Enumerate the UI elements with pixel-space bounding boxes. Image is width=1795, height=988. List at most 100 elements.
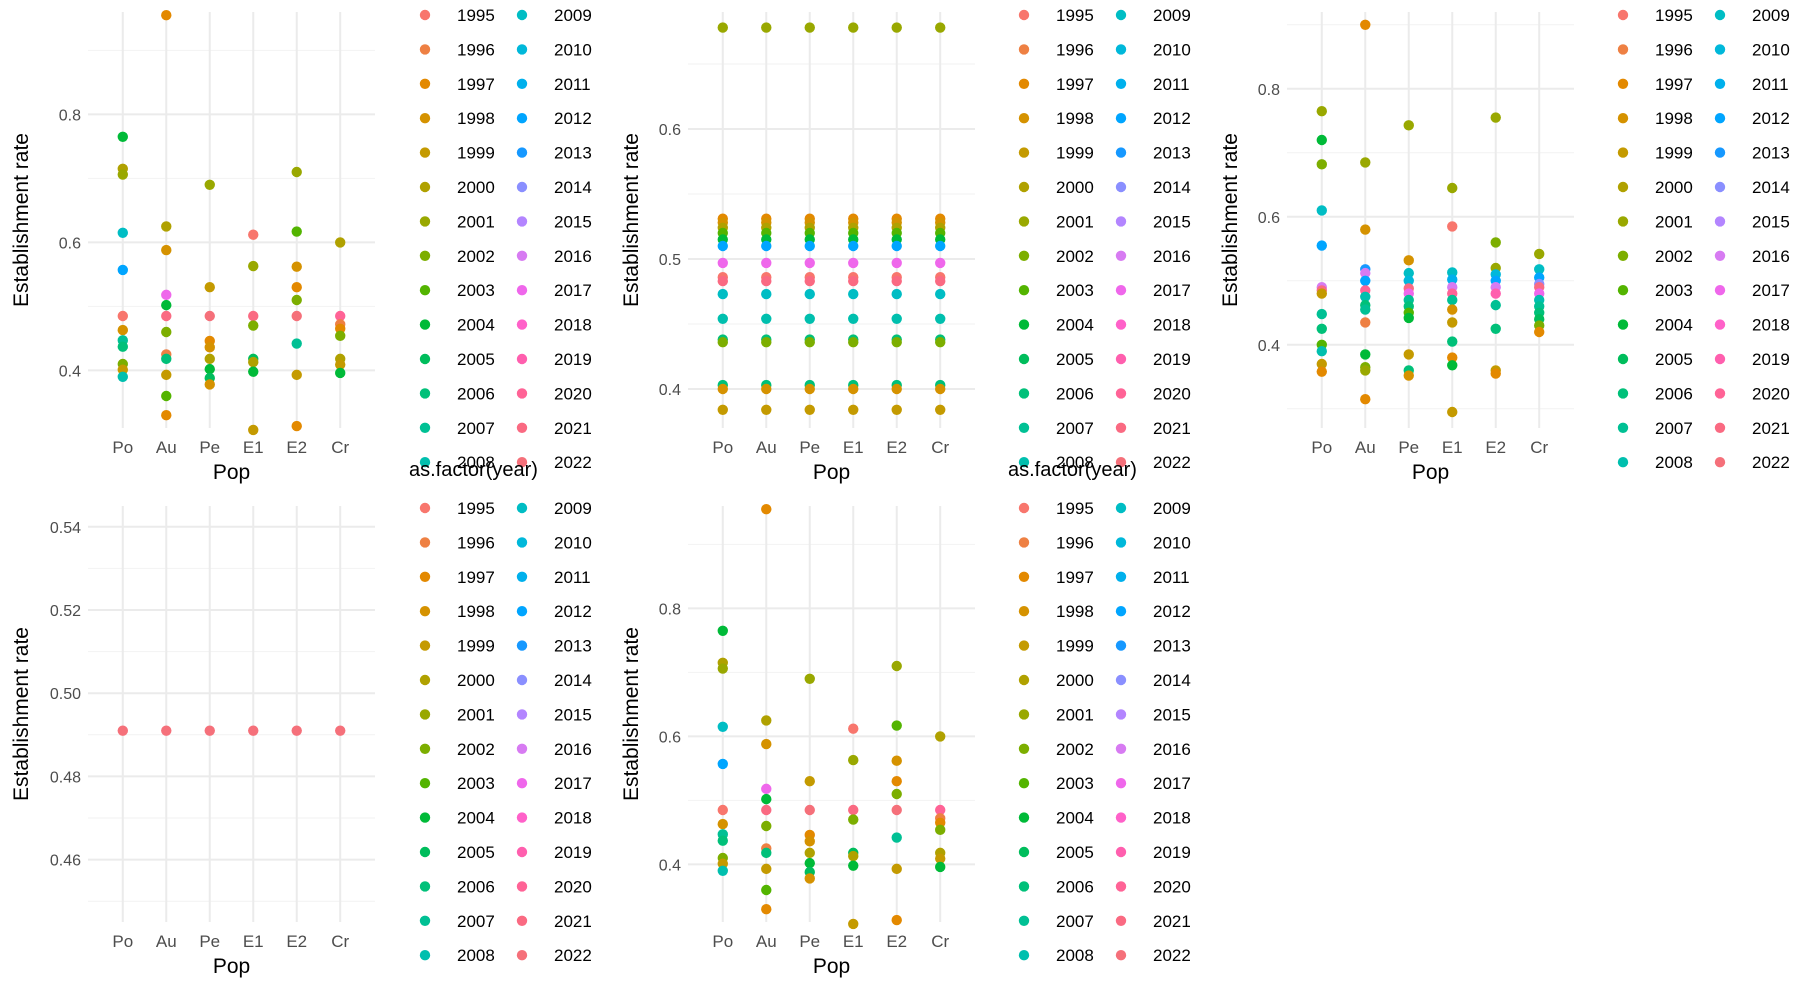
data-point <box>761 313 772 324</box>
legend-key <box>1115 457 1127 468</box>
y-tick-label: 0.8 <box>1258 82 1280 99</box>
y-tick-label: 0.4 <box>1258 338 1280 355</box>
legend-label: 2014 <box>554 671 592 690</box>
legend-key <box>1115 181 1127 193</box>
legend-label: 1995 <box>1655 6 1693 25</box>
legend-label: 2006 <box>457 384 495 403</box>
legend-5: as.factor(year) 1995 1996 1997 1998 1999 2000 2… <box>1008 459 1191 965</box>
data-point <box>935 313 946 324</box>
legend-key <box>1018 606 1030 617</box>
data-point <box>891 660 902 672</box>
legend-label: 1996 <box>1056 533 1094 552</box>
legend-key <box>1018 674 1030 686</box>
legend-label: 2005 <box>1056 350 1094 369</box>
legend-label: 2000 <box>1056 671 1094 690</box>
y-axis-title: Establishment rate <box>620 627 643 801</box>
legend-key <box>1018 285 1030 296</box>
legend-label: 2019 <box>1153 350 1191 369</box>
legend-key <box>419 640 431 651</box>
data-point <box>1316 308 1327 320</box>
legend-label: 2002 <box>1056 740 1094 759</box>
data-point <box>848 240 859 252</box>
data-point <box>1316 358 1327 370</box>
data-point <box>248 366 259 377</box>
data-point <box>1316 240 1327 251</box>
legend-label: 2020 <box>554 877 592 896</box>
data-point <box>1490 112 1501 123</box>
legend-key <box>1115 915 1127 926</box>
legend-key <box>1018 216 1030 227</box>
legend-key <box>1115 743 1127 754</box>
legend-label: 1997 <box>1655 75 1693 94</box>
y-tick-label: 0.4 <box>659 857 681 874</box>
legend-label: 2006 <box>1056 877 1094 896</box>
legend-key <box>419 674 431 686</box>
x-tick-label: E1 <box>843 438 864 457</box>
data-point <box>804 240 815 252</box>
legend-key <box>1115 422 1127 433</box>
data-point <box>891 804 902 816</box>
data-point <box>935 853 946 864</box>
legend-label: 2016 <box>1153 247 1191 266</box>
legend-label: 2007 <box>457 912 495 931</box>
legend-label: 1999 <box>1056 637 1094 656</box>
data-point <box>1403 312 1414 324</box>
data-point <box>1490 299 1501 311</box>
legend-key <box>1617 44 1629 55</box>
legend-key <box>419 743 431 754</box>
legend-key <box>516 502 528 514</box>
legend-label: 2008 <box>1655 453 1693 472</box>
data-point <box>1360 394 1371 405</box>
x-tick-label: Cr <box>931 932 949 951</box>
data-point <box>761 275 772 287</box>
data-point <box>1447 274 1458 285</box>
legend-label: 2013 <box>554 637 592 656</box>
legend-label: 2018 <box>1153 316 1191 335</box>
data-point <box>891 404 902 415</box>
data-point <box>935 824 946 836</box>
legend-label: 2014 <box>1153 178 1191 197</box>
x-axis-title: Pop <box>213 461 250 484</box>
legend-label: 2001 <box>1056 212 1094 231</box>
data-point <box>891 914 902 926</box>
legend-key <box>419 9 431 21</box>
data-point <box>804 673 815 684</box>
data-point <box>1490 323 1501 334</box>
chart-panel-2: 0.4 0.5 0.6 Po Au Pe E1 E2 Cr Pop Establishment ra… <box>620 12 975 484</box>
data-point <box>248 229 259 240</box>
legend-label: 2010 <box>1153 40 1191 59</box>
data-point <box>335 359 346 370</box>
data-point <box>1360 267 1371 279</box>
legend-key <box>1115 285 1127 296</box>
legend-key <box>1714 250 1726 261</box>
data-point <box>891 337 902 348</box>
legend-key <box>1714 216 1726 227</box>
data-point <box>335 725 346 736</box>
data-point <box>891 240 902 252</box>
data-point <box>291 166 302 178</box>
legend-label: 2016 <box>1752 247 1790 266</box>
data-point <box>1447 182 1458 194</box>
data-point <box>935 240 946 252</box>
chart-panel-5: 0.4 0.6 0.8 Po Au Pe E1 E2 Cr Pop Establishment ra… <box>620 504 975 978</box>
data-point <box>935 861 946 873</box>
legend-key <box>1018 743 1030 754</box>
data-point <box>848 337 859 348</box>
legend-key <box>516 44 528 55</box>
legend-key <box>516 216 528 227</box>
x-tick-label: E1 <box>1442 438 1463 457</box>
data-point <box>848 860 859 871</box>
data-point <box>117 227 128 238</box>
legend-4: as.factor(year) 1995 1996 1997 1998 1999 2000 2… <box>409 459 592 965</box>
y-tick-label: 0.5 <box>659 252 681 269</box>
data-point <box>1360 275 1371 286</box>
data-point <box>804 288 815 300</box>
legend-label: 2021 <box>554 912 592 931</box>
data-point <box>848 814 859 825</box>
legend-label: 2011 <box>554 75 591 94</box>
data-point <box>291 261 302 272</box>
legend-label: 2005 <box>1655 350 1693 369</box>
legend-label: 2009 <box>554 6 592 25</box>
legend-key <box>1617 147 1629 158</box>
